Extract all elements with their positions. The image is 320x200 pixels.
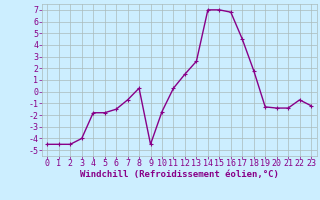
X-axis label: Windchill (Refroidissement éolien,°C): Windchill (Refroidissement éolien,°C) <box>80 170 279 179</box>
